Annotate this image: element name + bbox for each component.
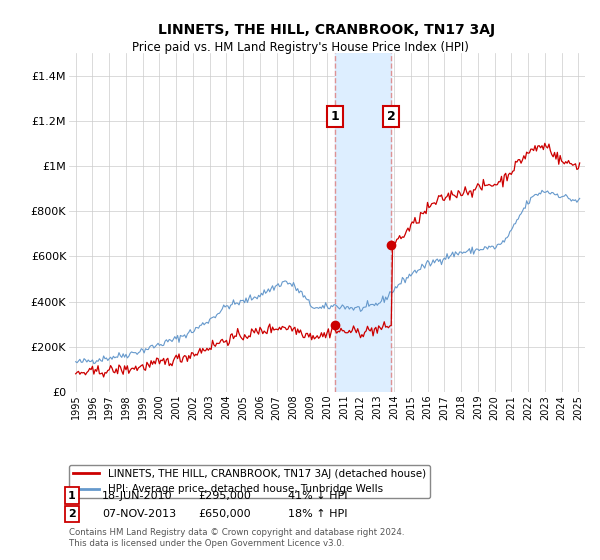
- Text: 1: 1: [331, 110, 339, 123]
- Text: 07-NOV-2013: 07-NOV-2013: [102, 509, 176, 519]
- Text: Contains HM Land Registry data © Crown copyright and database right 2024.
This d: Contains HM Land Registry data © Crown c…: [69, 528, 404, 548]
- Text: 41% ↓ HPI: 41% ↓ HPI: [288, 491, 347, 501]
- Text: 1: 1: [68, 491, 76, 501]
- Text: 2: 2: [68, 509, 76, 519]
- Title: LINNETS, THE HILL, CRANBROOK, TN17 3AJ: LINNETS, THE HILL, CRANBROOK, TN17 3AJ: [158, 23, 496, 37]
- Text: £650,000: £650,000: [198, 509, 251, 519]
- Legend: LINNETS, THE HILL, CRANBROOK, TN17 3AJ (detached house), HPI: Average price, det: LINNETS, THE HILL, CRANBROOK, TN17 3AJ (…: [69, 465, 430, 498]
- Text: 18% ↑ HPI: 18% ↑ HPI: [288, 509, 347, 519]
- Bar: [335, 53, 391, 392]
- Text: 2: 2: [387, 110, 396, 123]
- Text: 18-JUN-2010: 18-JUN-2010: [102, 491, 173, 501]
- Text: £295,000: £295,000: [198, 491, 251, 501]
- Text: Price paid vs. HM Land Registry's House Price Index (HPI): Price paid vs. HM Land Registry's House …: [131, 41, 469, 54]
